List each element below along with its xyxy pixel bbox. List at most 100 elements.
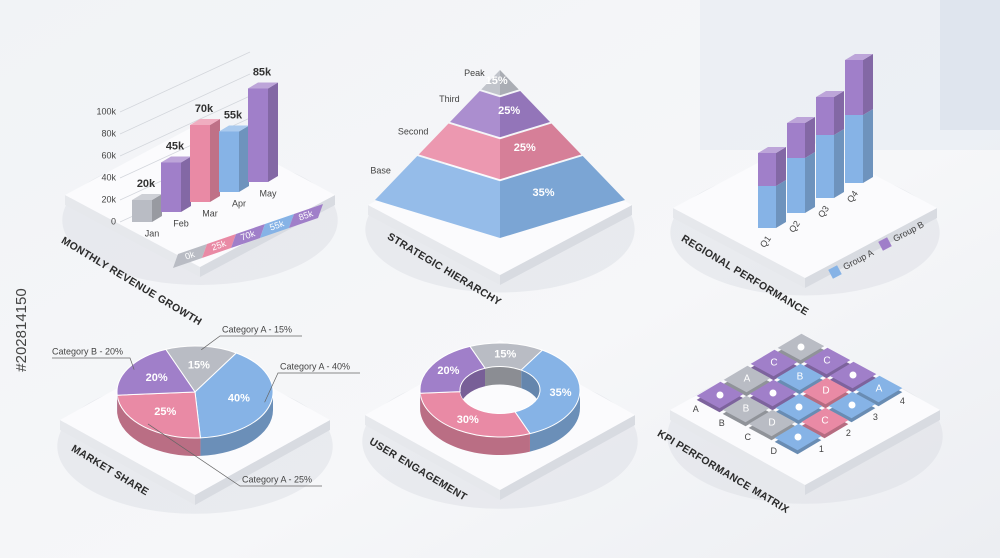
- slice: [116, 391, 202, 456]
- value-label: 30%: [457, 414, 479, 426]
- pyramid-layer: [450, 91, 550, 138]
- value-label: 20%: [437, 365, 459, 377]
- bar-front: [248, 88, 268, 182]
- bar-side: [834, 129, 844, 198]
- platform-side: [195, 420, 330, 505]
- value-label: 20%: [146, 372, 168, 384]
- row-label: B: [719, 418, 725, 428]
- col-label: 4: [900, 396, 905, 406]
- cell-icon: [849, 371, 857, 379]
- bar-top: [132, 194, 162, 200]
- y-tick-label: 100k: [96, 106, 116, 116]
- category-label: Peak: [464, 68, 485, 78]
- bar-segment: [758, 147, 786, 186]
- table-label: 0k: [184, 249, 197, 262]
- platform-side: [368, 205, 500, 285]
- x-tick-label: Mar: [202, 208, 218, 218]
- layer-left: [375, 156, 500, 238]
- bar: [190, 119, 220, 202]
- slice-inner-wall: [460, 368, 486, 408]
- y-tick-label: 0: [111, 216, 116, 226]
- bar: [161, 156, 191, 212]
- bar-segment: [816, 91, 844, 135]
- slice: [164, 345, 238, 393]
- matrix-cell: [803, 347, 851, 375]
- layer-right: [500, 156, 625, 238]
- slice-top: [116, 348, 196, 396]
- bar-top: [190, 119, 220, 125]
- callout-line: [147, 423, 322, 487]
- matrix-cell: [748, 409, 796, 437]
- category-label: Second: [398, 127, 429, 137]
- value-label: 15%: [486, 75, 508, 87]
- grid-line: [119, 51, 251, 113]
- table-label: 25k: [210, 238, 227, 252]
- cell-label: A: [876, 384, 883, 395]
- bar-top: [248, 82, 278, 89]
- bar-front: [190, 125, 210, 202]
- value-label: 15%: [188, 359, 210, 371]
- platform-side: [673, 208, 805, 288]
- grid-line: [119, 73, 251, 135]
- y-tick-label: 60k: [101, 150, 116, 160]
- table-label: 70k: [239, 228, 256, 242]
- cell-icon: [797, 343, 805, 351]
- slice-inner-wall: [485, 366, 522, 389]
- bar-front: [816, 135, 834, 198]
- table-cell: [231, 224, 265, 248]
- row-label: D: [770, 446, 777, 456]
- y-tick-label: 20k: [101, 194, 116, 204]
- layer-left: [450, 91, 500, 138]
- value-label: 20k: [137, 178, 156, 190]
- bar-top: [161, 156, 191, 163]
- window-frame: [940, 0, 1000, 130]
- callout-label: Category A - 40%: [280, 361, 350, 371]
- callout-label: Category B - 20%: [52, 346, 123, 356]
- x-tick-label: Feb: [173, 218, 189, 228]
- value-label: 15%: [494, 348, 516, 360]
- bar-segment: [816, 129, 844, 198]
- cell-label: D: [768, 418, 775, 429]
- bar-segment: [845, 109, 873, 183]
- matrix-cell: [801, 407, 849, 435]
- slice-side: [420, 393, 530, 455]
- layer-left: [481, 70, 500, 96]
- table-cell: [289, 204, 323, 228]
- cell-icon: [795, 403, 803, 411]
- bar-front: [758, 186, 776, 228]
- value-label: 55k: [224, 109, 243, 121]
- cell-label: B: [797, 372, 804, 383]
- x-tick-label: May: [259, 188, 277, 198]
- table-label: 55k: [268, 218, 285, 232]
- bar-side: [805, 117, 815, 158]
- grid-line: [119, 95, 251, 157]
- slice-top: [164, 345, 238, 393]
- value-label: 25%: [498, 105, 520, 117]
- bar: [132, 194, 162, 222]
- bar-front: [219, 131, 239, 192]
- category-label: Base: [370, 166, 391, 176]
- callout-line: [52, 357, 135, 370]
- x-tick-label: Apr: [232, 198, 246, 208]
- platform-side: [365, 415, 500, 500]
- bar-front: [132, 200, 152, 222]
- bar-side: [152, 194, 162, 222]
- table-cell: [260, 214, 294, 238]
- pyramid-layer: [375, 156, 625, 238]
- platform-side: [65, 195, 200, 277]
- matrix-cell: [855, 375, 903, 403]
- category-label: Third: [439, 94, 460, 104]
- slice-side: [200, 392, 273, 456]
- bar-front: [816, 97, 834, 135]
- bar-front: [161, 162, 181, 212]
- cell-icon: [716, 391, 724, 399]
- col-label: 3: [873, 412, 878, 422]
- bar-side: [776, 147, 786, 186]
- value-label: 85k: [253, 66, 272, 78]
- x-tick-label: Jan: [145, 228, 160, 238]
- cell-label: B: [743, 404, 750, 415]
- row-label: A: [693, 404, 699, 414]
- slice: [469, 342, 544, 389]
- pyramid-layer: [481, 70, 519, 96]
- bar-top: [787, 117, 815, 123]
